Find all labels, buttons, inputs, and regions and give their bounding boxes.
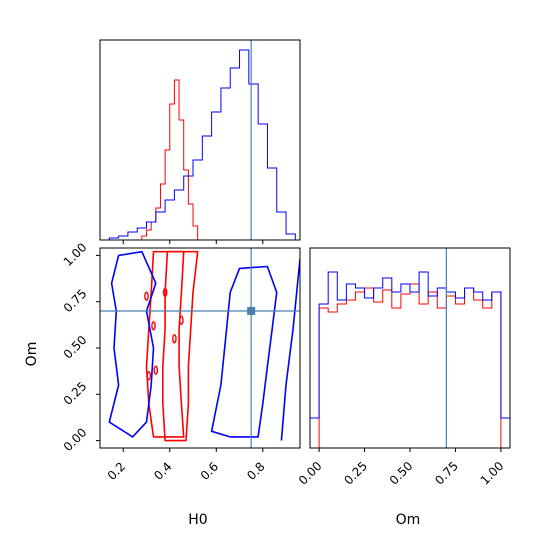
contour-red-island [151,321,156,331]
x-axis-label-h0: H0 [188,512,207,528]
h0-histogram-red [137,79,203,240]
joint-y-tick-label: 0.75 [61,286,90,315]
joint-x-tick-label: 0.8 [244,459,267,482]
contour-red-island [162,287,168,298]
joint-x-tick-label: 0.4 [151,459,174,482]
contour-red-island [153,365,159,375]
om-x-tick-label: 0.25 [341,459,370,488]
contour-red-island [172,334,177,344]
contour-red-island [144,291,149,301]
om-marginal-frame [309,247,511,449]
y-axis-label-om: Om [24,342,40,367]
contour-blue-2 [280,258,300,441]
om-marginal-content [310,271,510,448]
joint-y-tick-label: 1.00 [61,240,90,269]
om-x-tick-label: 0.00 [296,459,325,488]
contour-blue-0 [108,250,157,438]
om-histogram-red [318,283,502,448]
joint-content [108,250,300,442]
joint-y-tick-label: 0.00 [61,425,90,454]
joint-x-tick-label: 0.6 [198,459,221,482]
om-histogram-blue [310,271,510,448]
contour-blue-1 [210,265,278,438]
x-axis-label-om: Om [396,512,421,528]
h0-histogram-blue [100,49,300,240]
om-x-tick-label: 0.50 [387,459,416,488]
h0-marginal-frame [99,39,301,241]
joint-y-tick-label: 0.50 [61,333,90,362]
joint-y-tick-label: 0.25 [61,379,90,408]
contour-red-1 [162,250,199,442]
contour-red-island [179,315,184,325]
om-x-tick-label: 0.75 [432,459,461,488]
om-x-tick-label: 1.00 [478,459,507,488]
h0-marginal-content [100,49,300,240]
joint-x-tick-label: 0.2 [105,459,128,482]
joint-truth-marker [247,306,256,315]
contour-red-island [146,371,152,381]
